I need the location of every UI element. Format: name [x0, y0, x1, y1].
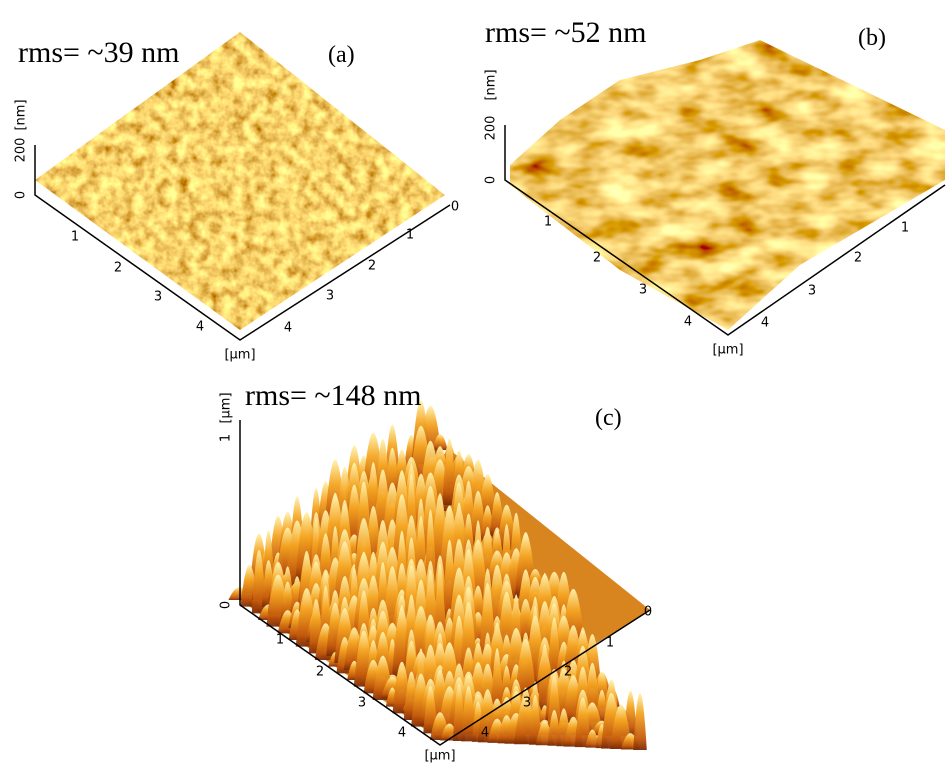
x-tick-label: 1	[544, 215, 552, 230]
x-tick-label: 4	[684, 315, 692, 330]
z-tick-label: 200	[484, 116, 499, 141]
x-tick-label: 3	[154, 290, 162, 305]
spike	[633, 692, 647, 750]
z-tick-label: 0	[219, 601, 234, 609]
y-tick-label: 4	[761, 316, 769, 331]
z-tick-label: 1	[219, 434, 234, 442]
axis	[34, 145, 451, 341]
z-tick-label: 0	[484, 176, 499, 184]
z-unit: [nm]	[14, 99, 29, 130]
y-tick-label: 1	[606, 636, 614, 651]
z-tick-label: 0	[14, 191, 29, 199]
panel-label: (a)	[328, 42, 355, 68]
surface	[35, 32, 445, 330]
surface	[228, 400, 650, 750]
y-tick-label: 4	[481, 726, 489, 741]
x-tick-label: 3	[639, 283, 647, 298]
x-tick-label: 2	[316, 665, 324, 680]
x-tick-label: 3	[358, 696, 366, 711]
z-unit: [nm]	[484, 69, 499, 100]
y-tick-label: 1	[901, 221, 909, 236]
x-tick-label: 1	[276, 633, 284, 648]
axis-unit: [µm]	[712, 343, 743, 358]
axis-unit: [µm]	[224, 348, 255, 363]
spike	[461, 685, 477, 742]
spike	[490, 648, 504, 715]
y-tick-label: 4	[284, 321, 292, 336]
x-tick-label: 4	[196, 320, 204, 335]
z-unit: [µm]	[219, 392, 234, 423]
y-tick-label: 3	[808, 284, 816, 299]
y-tick-label: 0	[644, 605, 652, 620]
y-tick-label: 2	[564, 665, 572, 680]
panel-label: (b)	[858, 25, 886, 51]
y-tick-label: 2	[368, 259, 376, 274]
axis-unit: [µm]	[424, 749, 455, 763]
x-tick-label: 1	[71, 230, 79, 245]
spike	[514, 638, 537, 701]
x-tick-label: 4	[398, 726, 406, 741]
y-tick-label: 1	[406, 228, 414, 243]
rms-label: rms= ~148 nm	[245, 379, 421, 412]
spike	[547, 675, 562, 735]
y-tick-label: 0	[451, 200, 459, 215]
y-tick-label: 3	[326, 289, 334, 304]
labels: rms= ~39 nm (a)0200[nm]123401234[µm]rms= …	[14, 16, 946, 763]
y-tick-label: 2	[854, 251, 862, 266]
spike	[452, 683, 466, 741]
spike	[585, 729, 600, 748]
x-tick-label: 2	[114, 261, 122, 276]
spike	[423, 686, 438, 734]
spike	[432, 434, 448, 450]
z-tick-label: 200	[14, 138, 29, 163]
x-tick-label: 2	[593, 251, 601, 266]
rms-label: rms= ~39 nm	[18, 36, 179, 69]
y-tick-label: 3	[523, 696, 531, 711]
rms-label: rms= ~52 nm	[485, 16, 646, 49]
spike	[574, 697, 591, 748]
panel-label: (c)	[595, 405, 622, 431]
axis	[504, 125, 946, 336]
surface	[510, 40, 945, 330]
axis	[239, 420, 651, 746]
spike	[528, 694, 542, 745]
